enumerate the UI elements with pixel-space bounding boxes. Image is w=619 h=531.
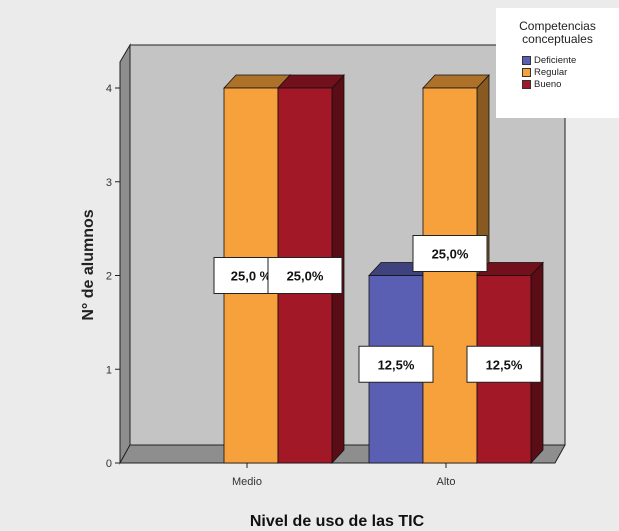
y-axis-label: N° de alumnos	[80, 209, 97, 320]
data-label-bueno-alto: 12,5%	[466, 345, 542, 383]
data-label-deficiente-alto: 12,5%	[358, 345, 434, 383]
legend-items: Deficiente Regular Bueno	[522, 54, 619, 90]
legend-label-bueno: Bueno	[534, 78, 562, 90]
legend-label-regular: Regular	[534, 66, 568, 78]
x-tick-label: Alto	[437, 476, 456, 488]
legend-title-line-1: Competencias	[519, 19, 596, 33]
y-tick-label: 4	[106, 83, 112, 95]
data-label-text: 25,0%	[287, 269, 324, 284]
data-label-box	[358, 345, 434, 383]
bar-top	[277, 74, 345, 89]
bar-front	[422, 87, 478, 464]
data-label-box	[412, 235, 488, 272]
y-tick-label: 2	[106, 271, 112, 283]
legend-title-line-2: conceptuales	[522, 32, 593, 46]
y-tick-label: 3	[106, 177, 112, 189]
data-label-regular-alto: 25,0%	[412, 235, 488, 272]
legend-item-deficiente: Deficiente	[522, 54, 619, 66]
bar-top	[422, 74, 490, 89]
legend-swatch-bueno	[522, 79, 531, 89]
legend-swatch-regular	[522, 67, 531, 77]
y-tick-label: 1	[106, 364, 112, 376]
data-label-box	[267, 257, 343, 294]
x-axis-label: Nivel de uso de las TIC	[250, 513, 425, 530]
legend-item-regular: Regular	[522, 66, 619, 78]
data-label-bueno-medio: 25,0%	[267, 257, 343, 294]
data-label-text: 25,0%	[432, 247, 469, 262]
data-label-text: 12,5%	[486, 357, 523, 372]
legend-swatch-deficiente	[522, 55, 531, 65]
data-label-text: 25,0 %	[231, 269, 272, 284]
data-label-text: 12,5%	[378, 357, 415, 372]
x-tick-label: Medio	[232, 476, 262, 488]
legend-label-deficiente: Deficiente	[534, 54, 577, 66]
y-tick-label: 0	[106, 458, 112, 470]
plot-left-wall	[119, 43, 131, 465]
legend-item-bueno: Bueno	[522, 78, 619, 90]
data-label-box	[466, 345, 542, 383]
legend: Competencias conceptuales Deficiente Reg…	[496, 8, 619, 118]
legend-title: Competencias conceptuales	[496, 20, 619, 46]
